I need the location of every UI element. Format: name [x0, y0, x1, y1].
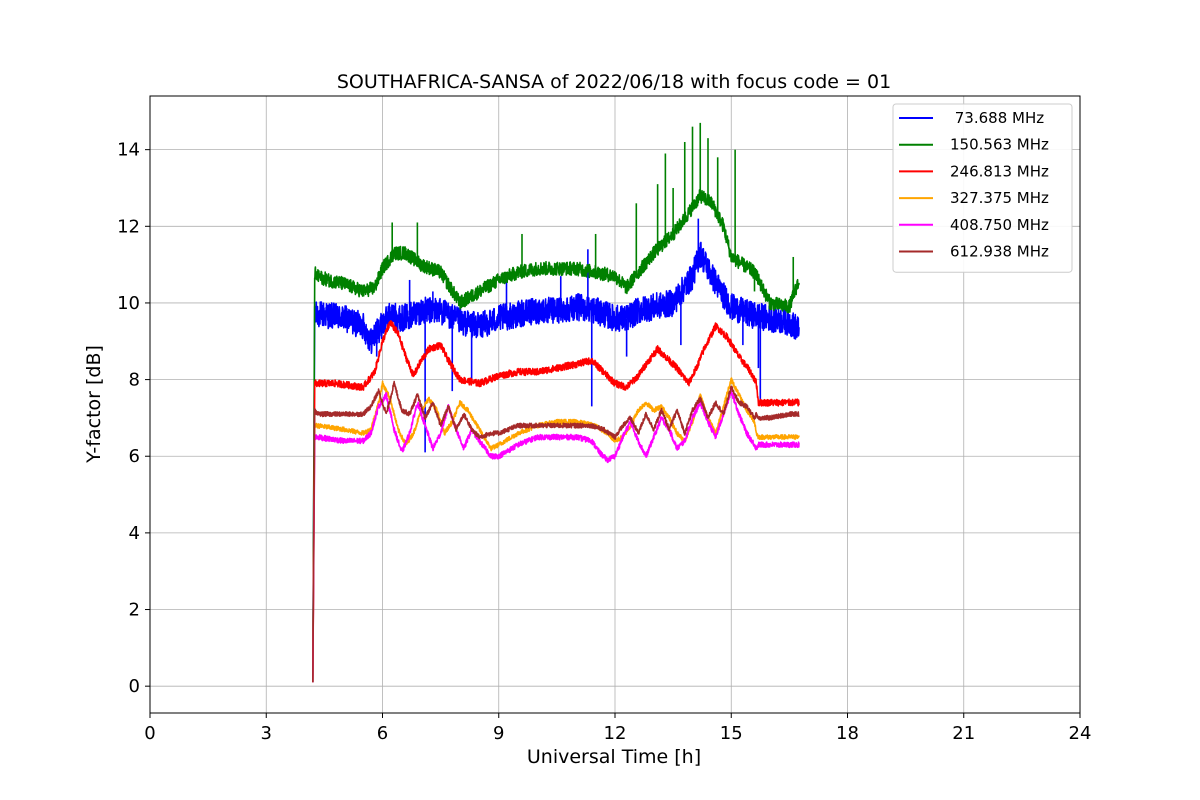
x-tick-label: 12 — [604, 723, 627, 744]
series-line — [312, 189, 800, 683]
series-line — [312, 388, 800, 683]
series-line — [312, 241, 800, 683]
legend-label: 408.750 MHz — [950, 216, 1049, 234]
x-axis-label: Universal Time [h] — [527, 746, 701, 768]
legend-label: 327.375 MHz — [950, 189, 1049, 207]
y-tick-label: 0 — [129, 676, 140, 697]
legend: 73.688 MHz 150.563 MHz 246.813 MHz 327.375 … — [892, 103, 1073, 273]
y-tick-label: 14 — [117, 140, 140, 161]
y-tick-label: 10 — [117, 293, 140, 314]
legend-label: 246.813 MHz — [950, 162, 1049, 180]
x-tick-label: 3 — [261, 723, 272, 744]
series-line — [312, 380, 800, 683]
y-tick-label: 6 — [129, 446, 140, 467]
y-tick-label: 8 — [129, 370, 140, 391]
y-axis-label: Y-factor [dB] — [83, 345, 105, 464]
x-tick-label: 6 — [377, 723, 388, 744]
y-axis: 0 2 4 6 8 10 12 14 — [117, 140, 150, 697]
legend-label: 73.688 MHz — [950, 109, 1044, 127]
y-tick-label: 4 — [129, 523, 140, 544]
legend-label: 612.938 MHz — [950, 243, 1049, 261]
series-group — [312, 122, 800, 683]
legend-box — [892, 103, 1073, 273]
legend-label: 150.563 MHz — [950, 136, 1049, 154]
x-tick-label: 21 — [952, 723, 975, 744]
x-tick-label: 0 — [144, 723, 155, 744]
x-tick-label: 24 — [1069, 723, 1092, 744]
y-tick-label: 12 — [117, 216, 140, 237]
x-axis: 0 3 6 9 12 15 18 21 24 — [144, 713, 1091, 744]
series-line — [312, 320, 800, 683]
series-line — [312, 377, 800, 683]
x-tick-label: 9 — [493, 723, 504, 744]
x-tick-label: 15 — [720, 723, 743, 744]
chart-title: SOUTHAFRICA-SANSA of 2022/06/18 with foc… — [337, 71, 891, 93]
y-tick-label: 2 — [129, 600, 140, 621]
x-tick-label: 18 — [836, 723, 859, 744]
